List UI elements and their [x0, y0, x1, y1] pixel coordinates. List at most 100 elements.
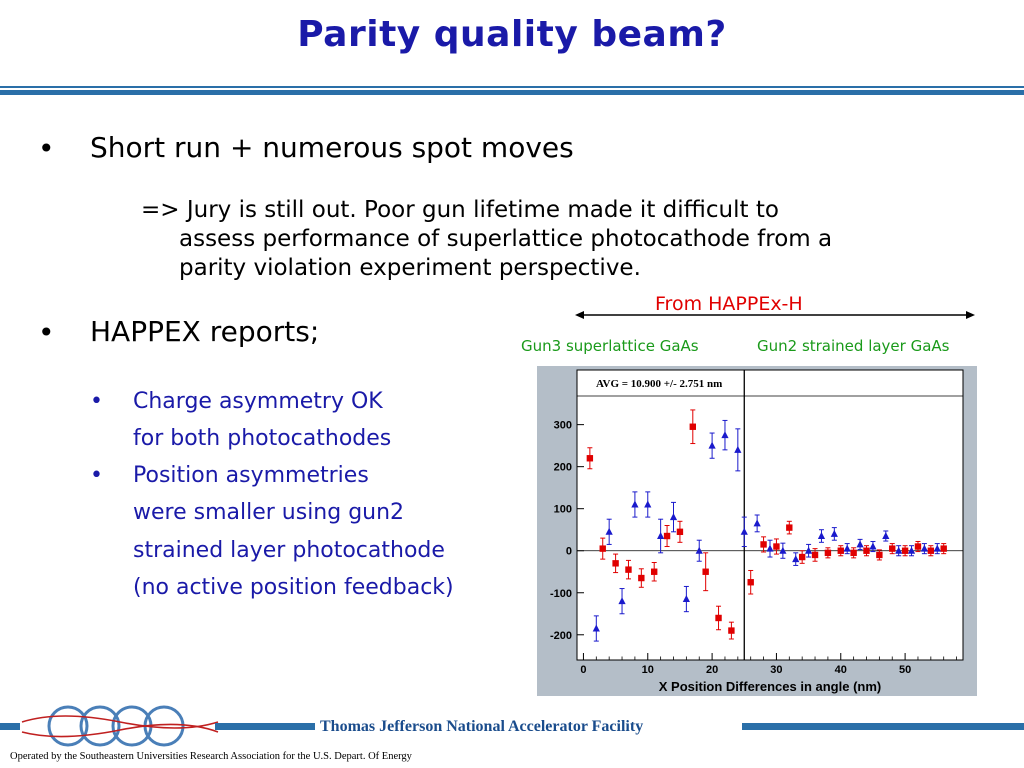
red-data-point: [638, 574, 645, 582]
bullet-short-run-detail: => Jury is still out. Poor gun lifetime …: [141, 196, 961, 283]
x-tick-label: 30: [770, 664, 782, 676]
detail-line-3: parity violation experiment perspective.: [179, 255, 641, 281]
red-data-point: [940, 545, 947, 552]
red-data-point: [811, 551, 819, 559]
sub-bullet-marker: •: [90, 389, 103, 414]
x-tick-label: 20: [706, 664, 718, 676]
blue-data-point: [644, 500, 652, 508]
x-tick-label: 0: [580, 664, 586, 676]
detail-line-2: assess performance of superlattice photo…: [179, 226, 833, 252]
red-data-point: [702, 568, 709, 575]
red-data-point: [773, 543, 780, 550]
blue-data-point: [830, 529, 838, 537]
double-arrow-icon: [575, 311, 975, 319]
title-divider-thick: [0, 90, 1024, 95]
blue-data-point: [721, 431, 729, 439]
blue-data-point: [740, 527, 748, 535]
footer-bar-mid: [215, 723, 315, 730]
bullet-happex-reports: HAPPEX reports;: [90, 315, 320, 348]
from-happex-label: From HAPPEx-H: [655, 293, 803, 315]
gun2-label: Gun2 strained layer GaAs: [757, 337, 950, 355]
blue-data-point: [817, 532, 826, 540]
blue-data-point: [856, 540, 864, 548]
footer-bar-right: [742, 723, 1024, 730]
red-data-point: [786, 524, 793, 531]
red-data-point: [612, 560, 619, 567]
gun3-label: Gun3 superlattice GaAs: [521, 337, 699, 355]
footer-bar-left: [0, 723, 20, 730]
red-data-point: [863, 547, 870, 554]
red-data-point: [676, 528, 684, 536]
blue-data-point: [920, 544, 928, 552]
red-data-point: [586, 455, 594, 462]
blue-data-point: [907, 546, 916, 554]
chart-x-axis-label: X Position Differences in angle (nm): [659, 679, 881, 694]
red-data-point: [914, 543, 922, 550]
jefferson-lab-logo: [20, 702, 220, 754]
y-tick-label: 200: [554, 462, 572, 474]
red-data-point: [876, 551, 883, 559]
red-data-point: [837, 547, 844, 554]
title-divider-thin: [0, 86, 1024, 88]
sub-bullet-position-line4: (no active position feedback): [133, 575, 454, 600]
blue-data-point: [766, 544, 774, 552]
bullet-marker: •: [38, 316, 55, 349]
red-data-point: [599, 545, 606, 552]
blue-data-point: [895, 546, 903, 554]
red-data-point: [824, 549, 832, 557]
logo-graphic: [21, 705, 219, 747]
blue-data-point: [592, 624, 600, 632]
red-data-point: [715, 614, 722, 622]
bullet-short-run: Short run + numerous spot moves: [90, 131, 574, 164]
position-difference-chart: -200 -100 0 100 200 300 0 10 20 30 40 50 AVG = 10.9…: [537, 366, 977, 696]
x-tick-label: 50: [899, 664, 911, 676]
y-tick-label: 100: [554, 504, 572, 516]
blue-data-point: [869, 542, 877, 550]
x-tick-label: 40: [835, 664, 847, 676]
x-tick-label: 10: [642, 664, 654, 676]
footer-facility-name: Thomas Jefferson National Accelerator Fa…: [320, 718, 644, 735]
sub-bullet-marker: •: [90, 463, 103, 488]
y-tick-label: 0: [566, 546, 572, 558]
blue-data-point: [631, 500, 639, 508]
blue-data-point: [605, 527, 613, 535]
red-data-point: [625, 566, 632, 573]
blue-data-point: [753, 519, 761, 527]
red-data-point: [760, 541, 767, 548]
blue-data-point: [708, 441, 716, 449]
red-data-point: [728, 627, 735, 634]
blue-data-point: [669, 513, 678, 521]
footer-operated-by: Operated by the Southeastern Universitie…: [10, 751, 412, 762]
sub-bullet-position-line3: strained layer photocathode: [133, 538, 445, 563]
bullet-marker: •: [38, 132, 55, 165]
blue-data-point: [933, 544, 941, 552]
detail-line-1: => Jury is still out. Poor gun lifetime …: [141, 197, 779, 223]
red-data-point: [850, 549, 857, 557]
blue-data-point: [779, 546, 787, 554]
y-tick-label: -100: [550, 588, 572, 600]
red-data-point: [901, 547, 909, 554]
y-tick-label: -200: [550, 630, 572, 642]
blue-data-point: [882, 532, 890, 540]
blue-data-point: [618, 597, 626, 605]
sub-bullet-charge-line2: for both photocathodes: [133, 426, 392, 451]
blue-data-point: [682, 595, 690, 603]
chart-annotation: AVG = 10.900 +/- 2.751 nm: [596, 378, 722, 390]
red-data-point: [889, 545, 896, 552]
blue-data-point: [695, 546, 703, 554]
red-data-point: [689, 423, 696, 430]
chart-plot-area: [576, 369, 964, 661]
red-data-point: [651, 568, 658, 575]
red-data-point: [927, 547, 935, 554]
slide-title: Parity quality beam?: [297, 14, 727, 55]
blue-data-point: [734, 445, 742, 453]
red-data-point: [798, 553, 806, 561]
red-data-point: [663, 532, 671, 540]
y-tick-label: 300: [554, 420, 572, 432]
blue-data-point: [792, 555, 800, 563]
sub-bullet-position-line2: were smaller using gun2: [133, 500, 405, 525]
blue-data-point: [843, 544, 851, 552]
blue-data-point: [805, 546, 813, 554]
sub-bullet-position-line1: Position asymmetries: [133, 463, 369, 488]
blue-data-point: [657, 532, 665, 540]
